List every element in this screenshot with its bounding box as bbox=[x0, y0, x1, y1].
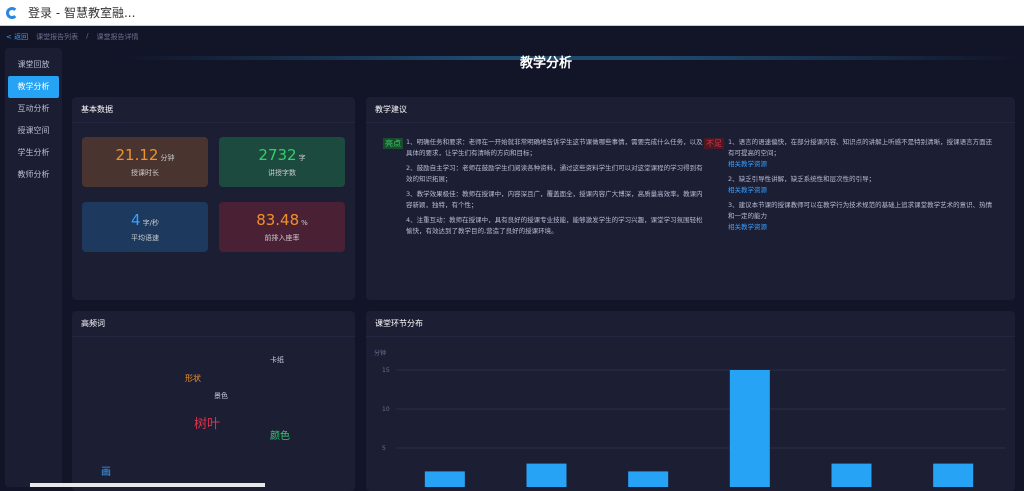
sidebar-item-interaction[interactable]: 互动分析 bbox=[17, 104, 50, 113]
bar bbox=[933, 463, 974, 487]
y-tick-label: 15 bbox=[382, 367, 390, 374]
bar bbox=[526, 463, 567, 487]
chart-title: 课堂环节分布 bbox=[366, 311, 1015, 337]
resource-link[interactable]: 相关教学资源 bbox=[728, 160, 767, 168]
bar-chart: 分钟 5 10 15 bbox=[374, 349, 1006, 487]
sidebar-item-teaching[interactable]: 教学分析 bbox=[8, 76, 59, 98]
stat-value-line: 83.48% bbox=[219, 211, 345, 229]
pros-item: 4、注重互动：教师在授课中，具有良好的授课专业技能，能够激发学生的学习兴趣，课堂… bbox=[406, 216, 703, 235]
pros-item: 2、鼓励自主学习：老师在鼓励学生们阅读各种资料，通过这些资料学生们可以对这堂课程… bbox=[406, 164, 703, 183]
cons-item: 1、语言的语速偏快，在部分授课内容、知识点的讲解上听感不是特别清晰，授课语言方面… bbox=[728, 137, 998, 170]
word: 景色 bbox=[214, 392, 228, 400]
y-axis-unit: 分钟 bbox=[374, 349, 386, 357]
window-title: 登录 - 智慧教室融... bbox=[28, 6, 136, 20]
sidebar-item-space[interactable]: 授课空间 bbox=[17, 126, 50, 135]
word: 卡纸 bbox=[270, 356, 284, 364]
page-header: 教学分析 bbox=[66, 48, 1024, 78]
panel-title: 高频词 bbox=[72, 311, 355, 337]
resource-link[interactable]: 相关教学资源 bbox=[728, 223, 767, 231]
word: 画 bbox=[101, 467, 111, 478]
panel-title: 教学建议 bbox=[366, 97, 1015, 123]
stat-unit: 分钟 bbox=[160, 154, 175, 162]
pros-item: 1、明确任务和要求：老师在一开始就非常明确地告诉学生这节课做哪些事情，需要完成什… bbox=[406, 138, 703, 157]
sidebar: 课堂回放 教学分析 互动分析 授课空间 学生分析 教师分析 bbox=[5, 48, 62, 487]
cons-text: 3、建议本节课的授课教师可以在教学行为技术规范的基础上追求课堂教学艺术的意识、热… bbox=[728, 201, 993, 220]
stat-unit: % bbox=[301, 219, 308, 227]
cons-tag: 不足 bbox=[704, 138, 724, 149]
stat-value: 21.12 bbox=[115, 146, 159, 164]
y-tick-label: 10 bbox=[382, 406, 390, 413]
suggestion-panel: 教学建议 亮点 1、明确任务和要求：老师在一开始就非常明确地告诉学生这节课做哪些… bbox=[366, 97, 1015, 300]
pros-list: 1、明确任务和要求：老师在一开始就非常明确地告诉学生这节课做哪些事情，需要完成什… bbox=[406, 137, 706, 241]
stat-label: 授课时长 bbox=[131, 169, 159, 177]
pros-item: 3、教学效果极佳：教师在授课中，内容深且广，覆盖面全，授课内容广大博深，高质量高… bbox=[406, 190, 703, 209]
y-tick-label: 5 bbox=[382, 445, 386, 452]
resource-link[interactable]: 相关教学资源 bbox=[728, 186, 767, 194]
back-link[interactable]: < 返回 bbox=[6, 33, 29, 41]
breadcrumb-sep: / bbox=[86, 32, 89, 40]
word: 形状 bbox=[185, 374, 201, 383]
cons-item: 3、建议本节课的授课教师可以在教学行为技术规范的基础上追求课堂教学艺术的意识、热… bbox=[728, 200, 998, 233]
basic-data-panel: 基本数据 21.12 分钟 授课时长 2732 字讲授字数 4 字/秒 平均语速 83.48% 前… bbox=[72, 97, 355, 300]
word: 树叶 bbox=[194, 417, 221, 432]
sidebar-item-teacher[interactable]: 教师分析 bbox=[17, 170, 50, 179]
stat-value: 2732 bbox=[258, 146, 297, 164]
cons-text: 1、语言的语速偏快，在部分授课内容、知识点的讲解上听感不是特别清晰，授课语言方面… bbox=[728, 138, 993, 157]
bar bbox=[831, 463, 872, 487]
cons-text: 2、缺乏引导性讲解，缺乏系统性和层次性的引导； bbox=[728, 175, 876, 183]
cons-list: 1、语言的语速偏快，在部分授课内容、知识点的讲解上听感不是特别清晰，授课语言方面… bbox=[728, 137, 998, 237]
stat-unit: 字 bbox=[298, 154, 306, 162]
stat-card: 21.12 分钟 授课时长 bbox=[82, 137, 208, 187]
panel-title: 基本数据 bbox=[72, 97, 355, 123]
stat-card: 83.48% 前排入座率 bbox=[219, 202, 345, 252]
stat-value-line: 2732 字 bbox=[219, 146, 345, 164]
horizontal-scrollbar[interactable] bbox=[30, 483, 265, 487]
stat-card: 4 字/秒平均语速 bbox=[82, 202, 208, 252]
breadcrumb-report-detail: 课堂报告详情 bbox=[96, 33, 139, 41]
app-logo-icon bbox=[6, 6, 18, 19]
stat-value: 4 bbox=[131, 211, 141, 229]
sidebar-item-student[interactable]: 学生分析 bbox=[17, 148, 50, 157]
stat-label: 讲授字数 bbox=[268, 169, 296, 177]
stat-value-line: 21.12 分钟 bbox=[82, 146, 208, 164]
breadcrumb: < 返回 课堂报告列表 / 课堂报告详情 bbox=[6, 32, 138, 42]
window-titlebar: 登录 - 智慧教室融... bbox=[0, 0, 1024, 26]
bar bbox=[628, 471, 669, 487]
word-cloud-panel: 高频词 卡纸 形状 景色 树叶 颜色 画 bbox=[72, 311, 355, 491]
stat-value: 83.48 bbox=[256, 211, 300, 229]
stat-card: 2732 字讲授字数 bbox=[219, 137, 345, 187]
pros-tag: 亮点 bbox=[383, 138, 403, 149]
cons-item: 2、缺乏引导性讲解，缺乏系统性和层次性的引导； 相关教学资源 bbox=[728, 174, 998, 196]
bar bbox=[424, 471, 465, 487]
sidebar-item-replay[interactable]: 课堂回放 bbox=[17, 60, 50, 69]
breadcrumb-report-list[interactable]: 课堂报告列表 bbox=[36, 33, 79, 41]
stat-label: 平均语速 bbox=[131, 234, 159, 242]
word: 颜色 bbox=[270, 431, 290, 442]
stat-unit: 字/秒 bbox=[142, 219, 159, 227]
stat-label: 前排入座率 bbox=[264, 234, 300, 242]
bar bbox=[729, 370, 770, 487]
page-title: 教学分析 bbox=[519, 56, 572, 71]
stat-value-line: 4 字/秒 bbox=[82, 211, 208, 229]
header-decoration bbox=[116, 56, 1024, 60]
chart-panel: 课堂环节分布 分钟 5 10 15 bbox=[366, 311, 1015, 491]
